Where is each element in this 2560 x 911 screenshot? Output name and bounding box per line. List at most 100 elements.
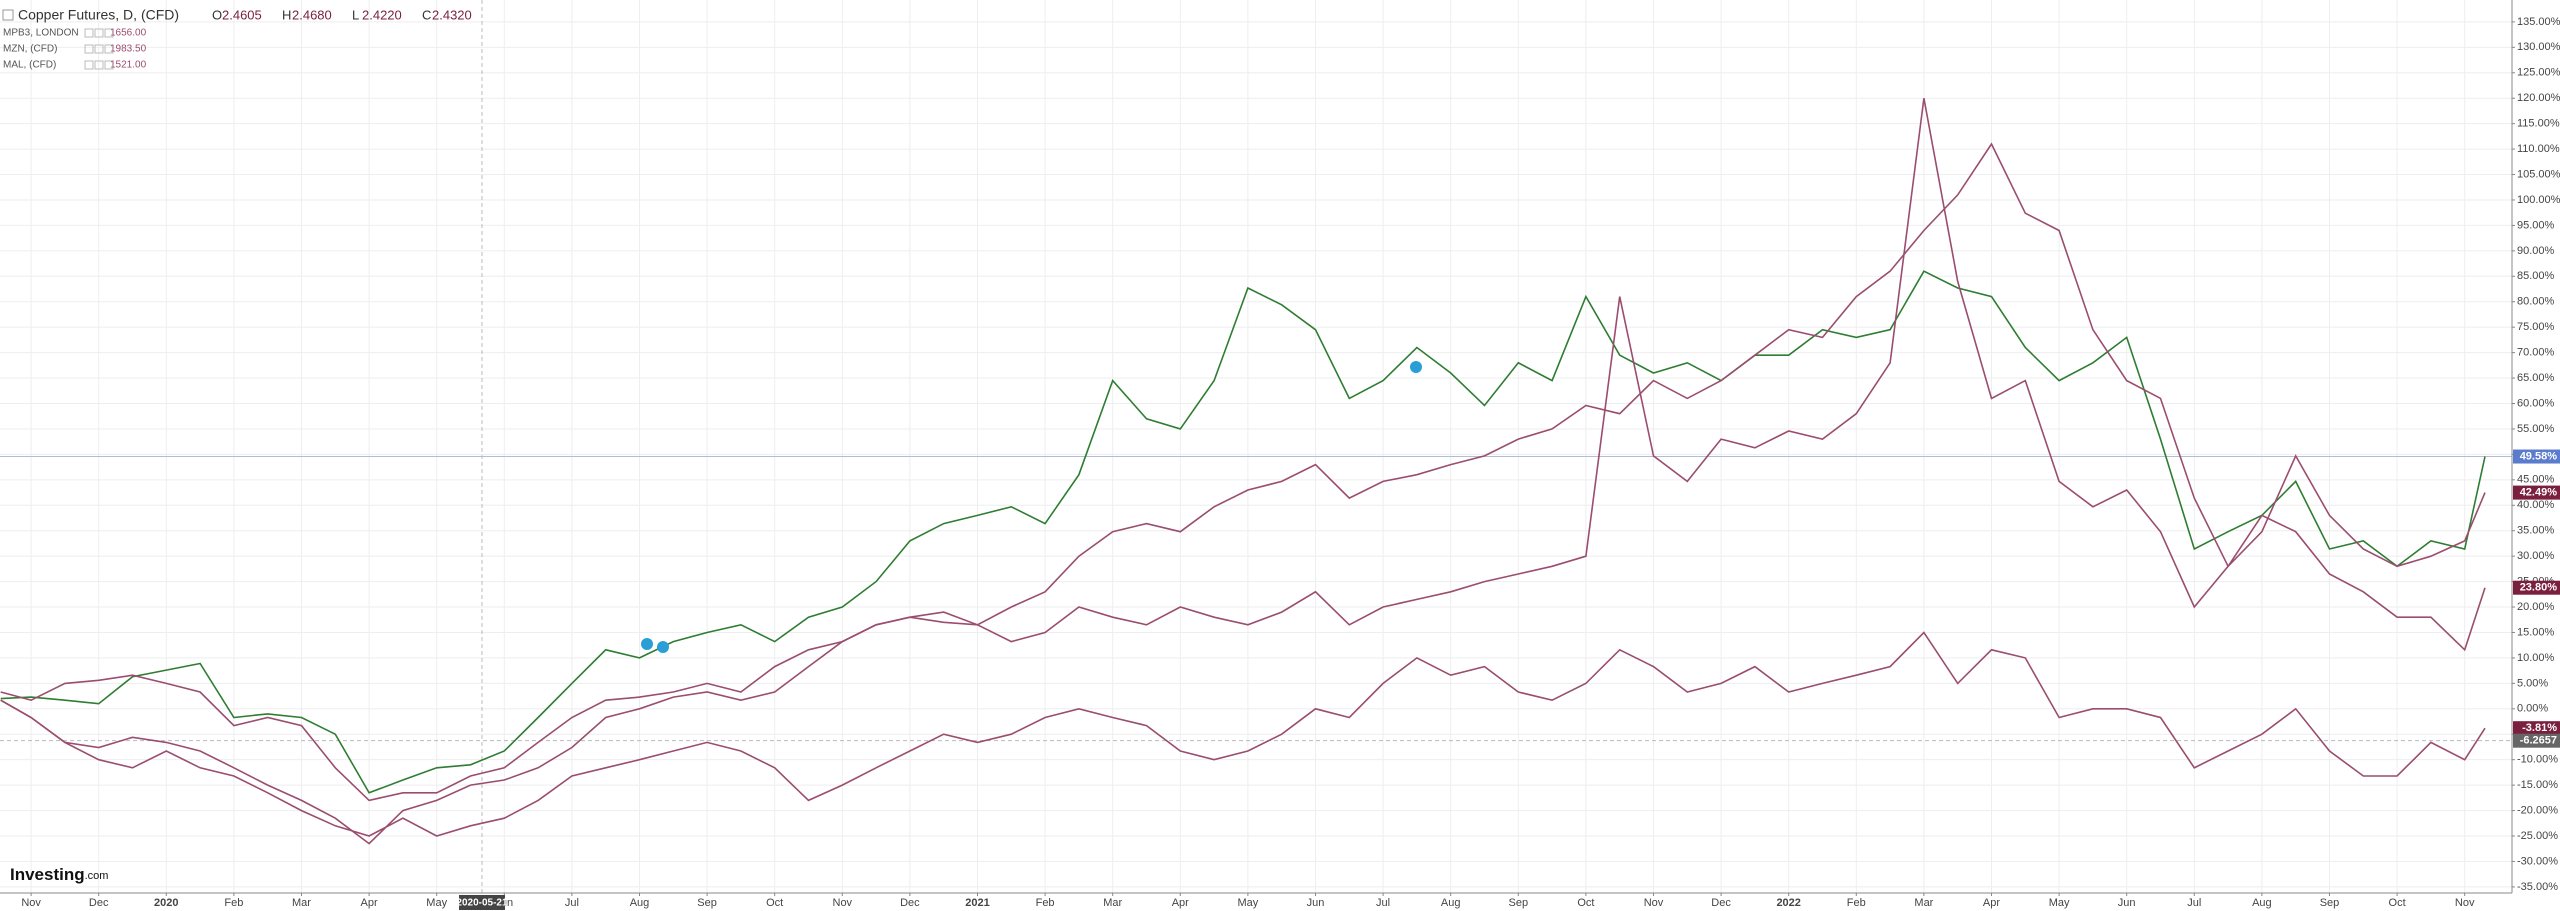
price-badge <box>2513 485 2560 500</box>
y-tick-label: -15.00% <box>2517 779 2558 791</box>
y-tick-label: 20.00% <box>2517 601 2555 613</box>
ohlc-value: 2.4220 <box>362 7 402 22</box>
x-tick-label: May <box>2049 897 2070 909</box>
x-tick-label: Nov <box>2455 897 2475 909</box>
x-tick-label: May <box>1237 897 1258 909</box>
x-tick-label: Feb <box>1036 897 1055 909</box>
x-tick-label: Nov <box>1644 897 1664 909</box>
x-tick-label: Sep <box>1508 897 1528 909</box>
y-tick-label: 80.00% <box>2517 296 2555 308</box>
x-tick-label: Jun <box>1307 897 1325 909</box>
x-tick-label: May <box>426 897 447 909</box>
legend-button <box>104 28 114 38</box>
x-tick-label: Sep <box>2320 897 2340 909</box>
x-tick-label: Oct <box>2389 897 2406 909</box>
labels: -35.00% -30.00% -25.00% -20.00% -15.00% -10.0… <box>21 16 2560 910</box>
ohlc-value: 2.4320 <box>432 7 472 22</box>
logo-suffix: .com <box>85 870 109 882</box>
x-tick-label: Jun <box>2118 897 2136 909</box>
x-tick-label: Mar <box>1103 897 1122 909</box>
crosshair-date-badge <box>458 895 505 910</box>
legend-button <box>94 44 104 54</box>
crosshair-badge <box>2513 733 2560 748</box>
y-tick-label: 65.00% <box>2517 372 2555 384</box>
ohlc-key: O <box>212 7 222 22</box>
y-tick-label: 75.00% <box>2517 321 2555 333</box>
logo: Investing.com <box>10 865 108 884</box>
series-line <box>0 142 2486 845</box>
crosshair-date-label: 2020-05-21 <box>456 898 508 909</box>
x-tick-label: Dec <box>1711 897 1731 909</box>
series-line <box>0 631 2486 837</box>
y-tick-label: -10.00% <box>2517 754 2558 766</box>
crosshair-badge-label: -6.2657 <box>2520 735 2557 747</box>
legend-button <box>94 28 104 38</box>
ohlc-value: 2.4605 <box>222 7 262 22</box>
event-icon[interactable] <box>657 641 669 653</box>
y-tick-label: 5.00% <box>2517 677 2548 689</box>
y-tick-label: 30.00% <box>2517 550 2555 562</box>
x-tick-label: Aug <box>1441 897 1461 909</box>
grid <box>0 0 2512 893</box>
y-tick-label: -35.00% <box>2517 881 2558 893</box>
legend: MPB3, LONDON 1656.00 MZN, (CFD) 1983.50 MAL,… <box>3 28 147 71</box>
price-badge-label: 49.58% <box>2520 450 2558 462</box>
legend-button <box>84 60 94 70</box>
legend-button <box>94 60 104 70</box>
legend-value: 1521.00 <box>110 60 147 71</box>
x-tick-label: Jul <box>565 897 579 909</box>
legend-value: 1983.50 <box>110 44 147 55</box>
y-tick-label: -25.00% <box>2517 830 2558 842</box>
x-tick-label: Mar <box>1914 897 1933 909</box>
logo-name: Investing <box>10 865 85 884</box>
y-tick-label: 15.00% <box>2517 626 2555 638</box>
x-tick-label: Jul <box>1376 897 1390 909</box>
x-tick-label: 2021 <box>965 897 989 909</box>
y-tick-label: -30.00% <box>2517 855 2558 867</box>
legend-button <box>84 28 94 38</box>
x-tick-label: Nov <box>21 897 41 909</box>
price-badge-label: -3.81% <box>2522 722 2557 734</box>
y-tick-label: 40.00% <box>2517 499 2555 511</box>
price-badge <box>2513 449 2560 464</box>
event-icon[interactable] <box>641 638 653 650</box>
ohlc-value: 2.4680 <box>292 7 332 22</box>
ohlc-key: C <box>422 7 431 22</box>
y-tick-label: 95.00% <box>2517 219 2555 231</box>
x-tick-label: Feb <box>224 897 243 909</box>
x-tick-label: Jul <box>2187 897 2201 909</box>
y-tick-label: 0.00% <box>2517 703 2548 715</box>
event-icon[interactable] <box>1410 361 1422 373</box>
x-tick-label: 2020 <box>154 897 178 909</box>
legend-value: 1656.00 <box>110 28 147 39</box>
x-tick-label: Apr <box>361 897 378 909</box>
y-tick-label: 70.00% <box>2517 347 2555 359</box>
ohlc-key: H <box>282 7 291 22</box>
y-tick-label: 45.00% <box>2517 474 2555 486</box>
ohlc: O 2.4605 H 2.4680 L 2.4220 C 2.4320 <box>212 7 472 22</box>
x-tick-label: Nov <box>833 897 853 909</box>
x-tick-label: Mar <box>292 897 311 909</box>
y-tick-label: 120.00% <box>2517 92 2560 104</box>
legend-name: MZN, (CFD) <box>3 44 57 55</box>
x-tick-label: Feb <box>1847 897 1866 909</box>
y-tick-label: 35.00% <box>2517 525 2555 537</box>
price-badge-label: 23.80% <box>2520 582 2558 594</box>
legend-button <box>104 44 114 54</box>
ohlc-key: L <box>352 7 359 22</box>
y-tick-label: 105.00% <box>2517 168 2560 180</box>
x-tick-label: 2022 <box>1776 897 1800 909</box>
x-tick-label: Aug <box>630 897 650 909</box>
y-tick-label: 55.00% <box>2517 423 2555 435</box>
legend-name: MPB3, LONDON <box>3 28 79 39</box>
collapse-button[interactable] <box>2 9 14 21</box>
y-tick-label: 135.00% <box>2517 16 2560 28</box>
y-tick-label: -20.00% <box>2517 804 2558 816</box>
series-line <box>0 98 2486 802</box>
y-tick-label: 90.00% <box>2517 245 2555 257</box>
y-tick-label: 130.00% <box>2517 41 2560 53</box>
series-line <box>0 270 2486 794</box>
y-tick-label: 125.00% <box>2517 67 2560 79</box>
